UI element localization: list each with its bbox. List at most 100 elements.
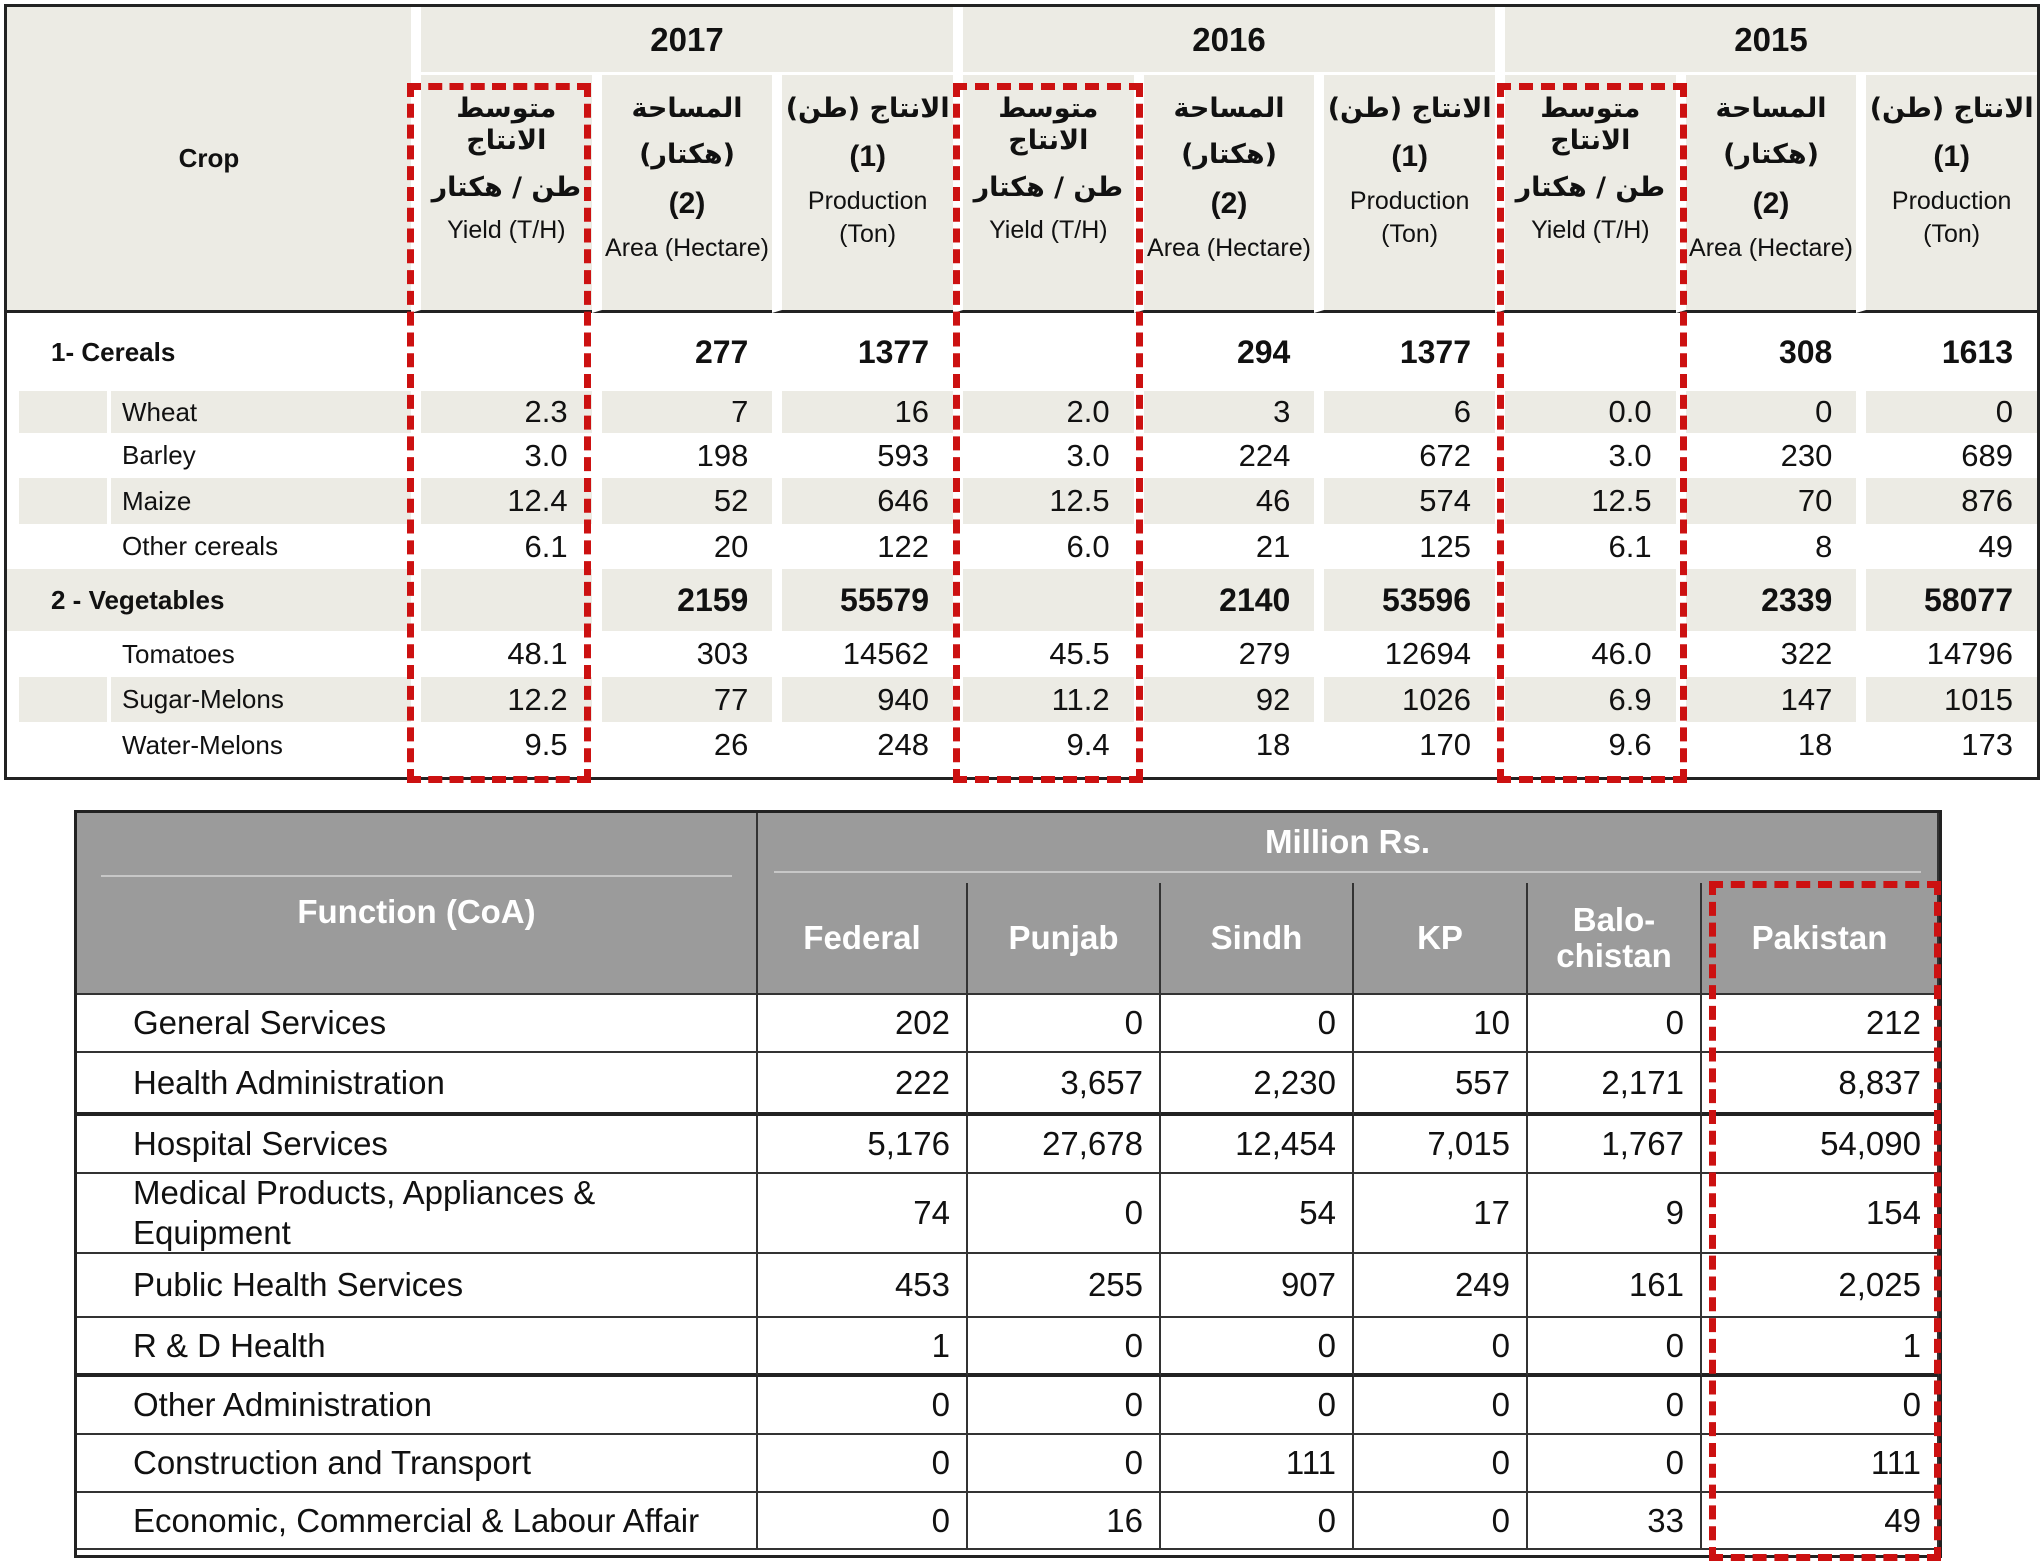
subheader-number: (1) <box>1933 140 1970 174</box>
crop-value-cell: 21 <box>1133 524 1315 569</box>
function-row-label: Other Administration <box>77 1377 758 1435</box>
crop-value-cell: 173 <box>1856 722 2037 768</box>
expenditure-value-cell: 2,171 <box>1528 1053 1702 1116</box>
expenditure-value-cell: 0 <box>1161 995 1354 1053</box>
subheader-arabic-title: متوسط الانتاج <box>456 93 557 157</box>
expenditure-value-cell: 255 <box>968 1254 1161 1318</box>
expenditure-value-cell: 9 <box>1528 1174 1702 1254</box>
crop-value-cell: 277 <box>591 313 773 391</box>
expenditure-value-cell: 3,657 <box>968 1053 1161 1116</box>
subheader-number: (2) <box>668 186 706 220</box>
crop-value-cell: 593 <box>772 433 953 478</box>
crop-value-cell: 224 <box>1133 433 1315 478</box>
expenditure-value-cell: 0 <box>1161 1493 1354 1550</box>
column-header-sindh: Sindh <box>1161 883 1354 995</box>
expenditure-value-cell: 10 <box>1354 995 1528 1053</box>
column-header-punjab: Punjab <box>968 883 1161 995</box>
crop-value-cell: 0.0 <box>1495 391 1676 433</box>
expenditure-value-cell: 202 <box>758 995 968 1053</box>
function-row-label: General Services <box>77 995 758 1053</box>
expenditure-value-cell: 1 <box>1702 1318 1939 1377</box>
subheader-english: Area (Hectare) <box>1689 233 1853 262</box>
subheader-arabic-title: المساحة <box>1715 93 1827 124</box>
crop-value-cell: 1026 <box>1314 677 1495 722</box>
crop-value-cell: 170 <box>1314 722 1495 768</box>
crop-value-cell: 3 <box>1133 391 1315 433</box>
crop-value-cell: 46.0 <box>1495 631 1676 677</box>
crop-value-cell: 14562 <box>772 631 953 677</box>
function-row-label: Medical Products, Appliances & Equipment <box>77 1174 758 1254</box>
expenditure-value-cell: 453 <box>758 1254 968 1318</box>
crop-label: Sugar-Melons <box>7 677 411 722</box>
expenditure-value-cell: 16 <box>968 1493 1161 1550</box>
crop-value-cell: 2.3 <box>411 391 592 433</box>
crop-label: Wheat <box>7 391 411 433</box>
crop-value-cell: 14796 <box>1856 631 2037 677</box>
year-header-2017: 2017 <box>411 7 953 75</box>
crop-value-cell: 125 <box>1314 524 1495 569</box>
crop-value-cell <box>1495 569 1676 631</box>
crop-value-cell: 574 <box>1314 478 1495 524</box>
crop-value-cell: 77 <box>591 677 773 722</box>
expenditure-value-cell: 154 <box>1702 1174 1939 1254</box>
crop-value-cell <box>411 313 592 391</box>
category-label: 1- Cereals <box>51 336 176 367</box>
crop-value-cell: 92 <box>1133 677 1315 722</box>
expenditure-value-cell: 2,025 <box>1702 1254 1939 1318</box>
crop-label: Other cereals <box>122 531 279 561</box>
column-header-kp: KP <box>1354 883 1528 995</box>
subheader-arabic-title: الانتاج (طن) <box>785 93 950 124</box>
subheader-2015-2: الانتاج (طن) (1) Production (Ton) <box>1856 75 2037 313</box>
crop-value-cell: 49 <box>1856 524 2037 569</box>
subheader-english: Production (Ton) <box>1349 187 1470 248</box>
expenditure-value-cell: 0 <box>1528 995 1702 1053</box>
subheader-arabic-unit: (هكتار) <box>1723 139 1819 171</box>
crop-value-cell: 672 <box>1314 433 1495 478</box>
expenditure-value-cell: 907 <box>1161 1254 1354 1318</box>
subheader-2016-1: المساحة (هكتار) (2) Area (Hectare) <box>1133 75 1315 313</box>
subheader-arabic-title: المساحة <box>631 93 743 124</box>
crop-value-cell: 18 <box>1675 722 1857 768</box>
expenditure-value-cell: 0 <box>1528 1435 1702 1493</box>
crop-value-cell: 2.0 <box>953 391 1134 433</box>
crop-value-cell: 1377 <box>772 313 953 391</box>
crop-value-cell: 3.0 <box>953 433 1134 478</box>
crop-value-cell: 70 <box>1675 478 1857 524</box>
subheader-number: (2) <box>1752 186 1790 220</box>
crop-value-cell: 308 <box>1675 313 1857 391</box>
expenditure-value-cell: 8,837 <box>1702 1053 1939 1116</box>
crop-value-cell: 16 <box>772 391 953 433</box>
subheader-arabic-title: الانتاج (طن) <box>1327 93 1492 124</box>
subheader-2016-2: الانتاج (طن) (1) Production (Ton) <box>1314 75 1495 313</box>
crop-value-cell: 122 <box>772 524 953 569</box>
crop-value-cell: 322 <box>1675 631 1857 677</box>
crop-value-cell <box>953 313 1134 391</box>
column-header-federal: Federal <box>758 883 968 995</box>
crop-value-cell: 230 <box>1675 433 1857 478</box>
expenditure-value-cell: 0 <box>1702 1377 1939 1435</box>
crop-value-cell: 248 <box>772 722 953 768</box>
expenditure-value-cell: 0 <box>968 1318 1161 1377</box>
expenditure-value-cell: 2,230 <box>1161 1053 1354 1116</box>
crop-value-cell: 2140 <box>1133 569 1315 631</box>
crop-value-cell: 198 <box>591 433 773 478</box>
crop-value-cell: 6.0 <box>953 524 1134 569</box>
crop-value-cell: 9.6 <box>1495 722 1676 768</box>
crop-value-cell <box>411 569 592 631</box>
crop-value-cell: 53596 <box>1314 569 1495 631</box>
expenditure-value-cell: 54,090 <box>1702 1116 1939 1174</box>
crop-value-cell: 147 <box>1675 677 1857 722</box>
crop-value-cell: 9.5 <box>411 722 592 768</box>
subheader-arabic-title: متوسط الانتاج <box>998 93 1099 157</box>
expenditure-value-cell: 0 <box>1354 1435 1528 1493</box>
expenditure-value-cell: 54 <box>1161 1174 1354 1254</box>
subheader-arabic-unit: طن / هكتار <box>973 171 1124 203</box>
crop-value-cell: 46 <box>1133 478 1315 524</box>
crop-statistics-table: Crop 2017 2016 2015 متوسط الانتاج طن / هكتار Y… <box>4 4 2040 783</box>
column-header-pakistan: Pakistan <box>1702 883 1939 995</box>
expenditure-value-cell: 0 <box>968 1174 1161 1254</box>
expenditure-value-cell: 0 <box>1528 1318 1702 1377</box>
expenditure-value-cell: 212 <box>1702 995 1939 1053</box>
crop-value-cell: 0 <box>1675 391 1857 433</box>
subheader-english: Production (Ton) <box>807 187 928 248</box>
